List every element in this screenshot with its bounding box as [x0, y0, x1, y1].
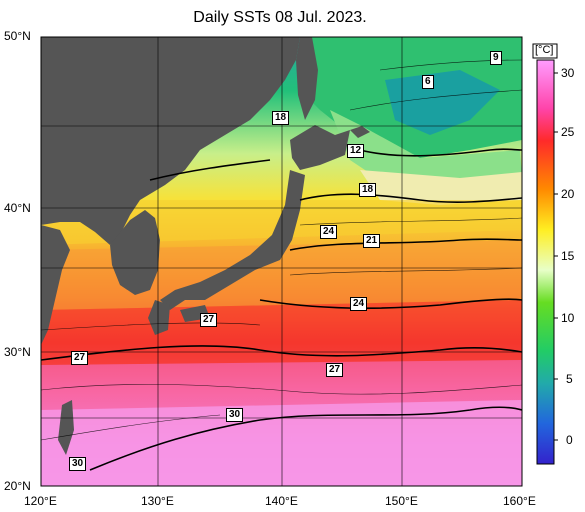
colorbar-tick-30: 30 — [561, 66, 575, 80]
lat-label-40: 40°N — [4, 201, 31, 215]
lon-label-130: 130°E — [141, 494, 174, 508]
contour-label: 24 — [320, 225, 338, 239]
contour-label: 9 — [490, 51, 502, 65]
colorbar-unit: [°C] — [535, 44, 554, 56]
colorbar-tick-25: 25 — [561, 125, 575, 139]
lat-label-30: 30°N — [4, 345, 31, 359]
contour-label: 27 — [326, 363, 344, 377]
lon-label-160: 160°E — [503, 494, 536, 508]
lat-label-20: 20°N — [4, 479, 31, 493]
lon-label-150: 150°E — [385, 494, 418, 508]
map-title: Daily SSTs 08 Jul. 2023. — [193, 9, 367, 26]
contour-label: 21 — [363, 234, 381, 248]
colorbar-tick-0: 0 — [566, 433, 573, 447]
contour-label: 18 — [359, 183, 377, 197]
contour-label: 6 — [422, 75, 434, 89]
colorbar-tick-5: 5 — [566, 372, 573, 386]
contour-label: 27 — [71, 351, 89, 365]
colorbar-tick-10: 10 — [561, 311, 575, 325]
contour-label: 24 — [350, 297, 368, 311]
contour-label: 18 — [272, 111, 290, 125]
contour-label: 12 — [347, 144, 365, 158]
lon-label-140: 140°E — [265, 494, 298, 508]
contour-label: 27 — [200, 313, 218, 327]
contour-label: 30 — [226, 408, 244, 422]
lat-label-50: 50°N — [4, 29, 31, 43]
colorbar-tick-15: 15 — [561, 249, 575, 263]
colorbar-tick-20: 20 — [561, 187, 575, 201]
lon-label-120: 120°E — [24, 494, 57, 508]
colorbar — [536, 59, 555, 465]
contour-label: 30 — [69, 457, 87, 471]
